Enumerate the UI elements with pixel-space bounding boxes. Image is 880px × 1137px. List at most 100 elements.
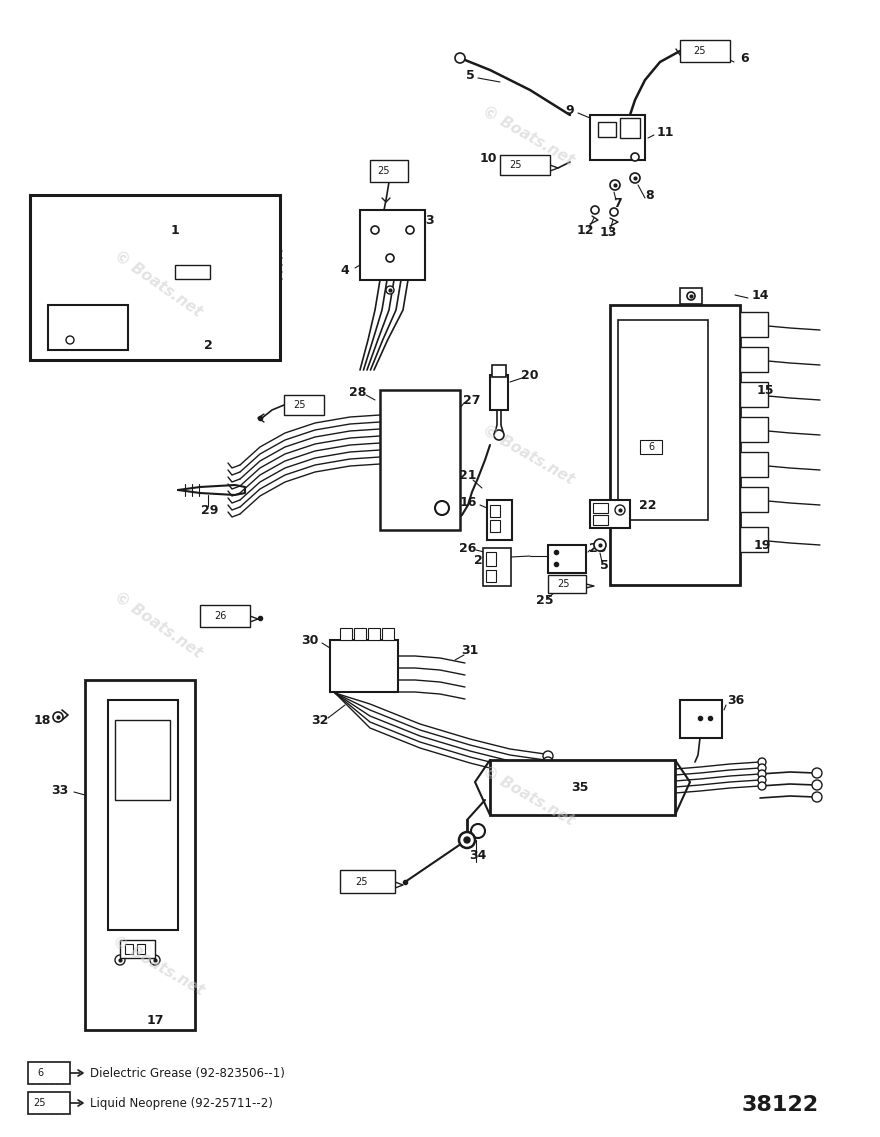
Ellipse shape: [812, 792, 822, 802]
Ellipse shape: [371, 226, 379, 234]
Bar: [620, 118, 640, 138]
Bar: [175, 265, 210, 279]
Text: © Boats.net: © Boats.net: [110, 935, 207, 998]
Text: 6: 6: [741, 51, 749, 65]
Text: 7: 7: [613, 197, 622, 209]
Ellipse shape: [66, 337, 74, 345]
Bar: [354, 628, 366, 640]
Text: 33: 33: [51, 783, 69, 797]
Ellipse shape: [464, 837, 470, 843]
Bar: [590, 500, 630, 528]
Ellipse shape: [687, 292, 695, 300]
Text: 13: 13: [599, 225, 617, 239]
Ellipse shape: [812, 780, 822, 790]
Text: 22: 22: [639, 498, 656, 512]
Bar: [740, 382, 768, 407]
Text: © Boats.net: © Boats.net: [480, 423, 576, 487]
Bar: [490, 375, 508, 410]
Ellipse shape: [406, 226, 414, 234]
Bar: [28, 1092, 70, 1114]
Ellipse shape: [543, 763, 553, 773]
Text: 14: 14: [752, 289, 769, 301]
Ellipse shape: [543, 769, 553, 779]
Text: 3: 3: [426, 214, 435, 226]
Text: 8: 8: [646, 189, 655, 201]
Ellipse shape: [386, 287, 394, 294]
Bar: [618, 319, 708, 520]
Bar: [483, 548, 511, 586]
Bar: [548, 545, 586, 573]
Ellipse shape: [630, 173, 640, 183]
Bar: [490, 520, 500, 532]
Bar: [115, 720, 170, 800]
Ellipse shape: [471, 824, 485, 838]
Text: 28: 28: [349, 385, 367, 398]
Ellipse shape: [758, 758, 766, 766]
Ellipse shape: [435, 501, 449, 515]
Bar: [680, 700, 722, 738]
Bar: [740, 347, 768, 372]
Text: 5: 5: [466, 68, 474, 82]
Bar: [490, 760, 675, 815]
Bar: [120, 940, 155, 958]
Bar: [85, 680, 195, 1030]
Bar: [593, 515, 608, 525]
Text: 25: 25: [509, 160, 521, 171]
Bar: [382, 628, 394, 640]
Bar: [30, 196, 280, 360]
Ellipse shape: [758, 770, 766, 778]
Bar: [200, 605, 250, 626]
Ellipse shape: [758, 782, 766, 790]
Text: 9: 9: [566, 103, 575, 116]
Bar: [487, 500, 512, 540]
Bar: [340, 870, 395, 893]
Bar: [330, 640, 398, 692]
Text: 30: 30: [301, 633, 319, 647]
Bar: [593, 503, 608, 513]
Ellipse shape: [459, 832, 475, 848]
Text: 17: 17: [146, 1013, 164, 1027]
Text: 36: 36: [728, 694, 744, 706]
Text: 34: 34: [469, 848, 487, 862]
Bar: [680, 40, 730, 63]
Text: 29: 29: [202, 504, 219, 516]
Bar: [548, 575, 586, 594]
Text: 26: 26: [214, 611, 226, 621]
Text: 35: 35: [571, 780, 589, 794]
Ellipse shape: [631, 153, 639, 161]
Bar: [740, 312, 768, 337]
Ellipse shape: [115, 955, 125, 965]
Bar: [486, 570, 496, 582]
Bar: [740, 417, 768, 442]
Text: © Boats.net: © Boats.net: [480, 764, 576, 828]
Text: 5: 5: [599, 558, 608, 572]
Bar: [137, 944, 145, 954]
Ellipse shape: [53, 712, 63, 722]
Text: 15: 15: [756, 383, 774, 397]
Bar: [590, 115, 645, 160]
Text: 25: 25: [378, 166, 390, 176]
Text: 25: 25: [536, 594, 554, 606]
Ellipse shape: [812, 767, 822, 778]
Ellipse shape: [758, 775, 766, 785]
Bar: [490, 505, 500, 517]
Bar: [108, 700, 178, 930]
Ellipse shape: [543, 757, 553, 767]
Bar: [740, 528, 768, 551]
Ellipse shape: [615, 505, 625, 515]
Text: 25: 25: [557, 579, 569, 589]
Text: 12: 12: [576, 224, 594, 236]
Text: 25: 25: [33, 1098, 47, 1107]
Text: 25: 25: [693, 45, 707, 56]
Text: 11: 11: [656, 125, 674, 139]
Ellipse shape: [610, 208, 618, 216]
Bar: [125, 944, 133, 954]
Text: 38122: 38122: [742, 1095, 818, 1115]
Text: 32: 32: [312, 714, 329, 727]
Bar: [380, 390, 460, 530]
Text: 16: 16: [459, 496, 477, 508]
Ellipse shape: [543, 775, 553, 785]
Text: 27: 27: [463, 393, 480, 407]
Text: 1: 1: [171, 224, 180, 236]
Bar: [28, 1062, 70, 1084]
